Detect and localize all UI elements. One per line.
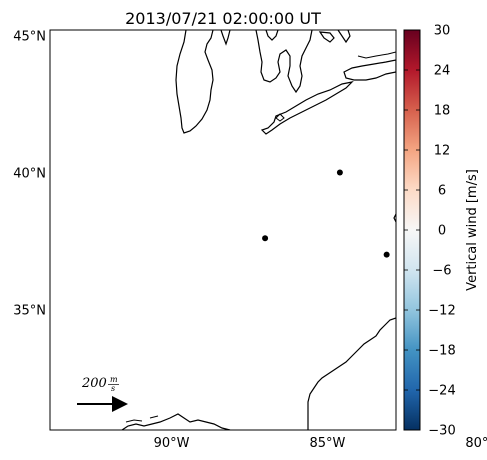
stations-layer bbox=[262, 169, 474, 307]
scale-unit-numerator: m bbox=[110, 375, 118, 384]
station-marker-5 bbox=[468, 301, 474, 307]
latitude-label-1: 45°N bbox=[13, 29, 46, 44]
colorbar-tick-label: 18 bbox=[434, 104, 451, 119]
gulf-coastline bbox=[121, 413, 231, 430]
lake-michigan-coastline bbox=[175, 30, 214, 134]
lake-erie-islands bbox=[275, 113, 285, 122]
colorbar-tick-label: 24 bbox=[434, 64, 451, 79]
longitude-labels: 90°W 85°W 80°W bbox=[154, 436, 487, 451]
station-marker-3 bbox=[383, 251, 390, 258]
map-frame bbox=[49, 29, 397, 431]
wind-scale-key: 200 m s bbox=[77, 375, 128, 412]
colorbar-tick-label: −12 bbox=[428, 304, 455, 319]
colorbar-tick-label: −18 bbox=[428, 344, 455, 359]
station-marker-2 bbox=[262, 235, 269, 242]
station-marker-1 bbox=[336, 169, 343, 176]
lake-huron-coastline bbox=[255, 30, 313, 94]
colorbar-tick-label: 12 bbox=[434, 144, 451, 159]
latitude-label-3: 35°N bbox=[13, 303, 46, 318]
colorbar-tick-label: 0 bbox=[438, 224, 446, 239]
colorbar-tick-label: −6 bbox=[432, 264, 451, 279]
delmarva-fragment bbox=[393, 213, 396, 223]
latitude-labels: 45°N 40°N 35°N bbox=[13, 29, 46, 318]
lake-michigan-inlet bbox=[220, 30, 231, 46]
longitude-label-3: 80°W bbox=[465, 436, 487, 451]
colorbar: 30 24 18 12 6 0 −6 −12 −18 −24 −30 Vertical wind [… bbox=[403, 24, 480, 439]
colorbar-tick-label: 30 bbox=[434, 24, 451, 39]
atlantic-coastline bbox=[307, 317, 396, 430]
gulf-islands bbox=[125, 415, 159, 423]
colorbar-label: Vertical wind [m/s] bbox=[465, 169, 480, 291]
station-marker-4 bbox=[424, 235, 430, 241]
lake-ontario-coastline bbox=[343, 59, 396, 81]
scale-value: 200 bbox=[81, 376, 107, 391]
map-title: 2013/07/21 02:00:00 UT bbox=[125, 9, 321, 28]
colorbar-ticks: 30 24 18 12 6 0 −6 −12 −18 −24 −30 bbox=[404, 24, 456, 439]
scale-unit-denominator: s bbox=[111, 384, 115, 393]
lake-nipissing bbox=[318, 31, 335, 43]
latitude-label-2: 40°N bbox=[13, 166, 46, 181]
longitude-label-2: 85°W bbox=[309, 436, 345, 451]
map-area bbox=[50, 30, 474, 430]
longitude-label-1: 90°W bbox=[154, 436, 190, 451]
niagara-area bbox=[357, 51, 396, 59]
north-coast bbox=[337, 30, 351, 44]
colorbar-tick-label: −24 bbox=[428, 384, 455, 399]
colorbar-tick-label: 6 bbox=[438, 184, 446, 199]
lake-erie-coastline bbox=[260, 81, 354, 135]
colorbar-tick-label: −30 bbox=[428, 424, 455, 439]
saginaw-bay bbox=[265, 30, 279, 41]
